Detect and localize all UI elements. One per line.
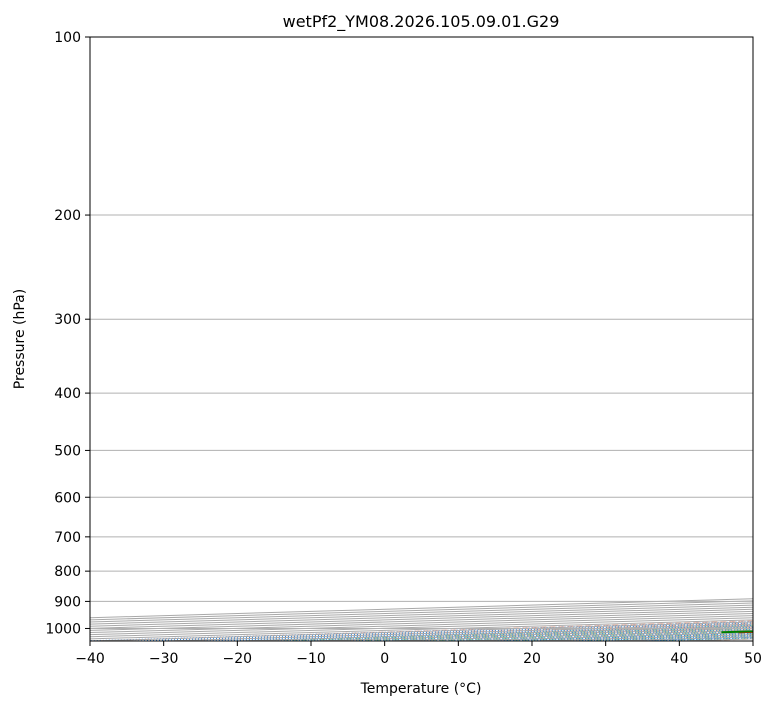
x-tick-label: −40 (75, 651, 105, 667)
profile-lines (721, 630, 753, 634)
dry-adiabat-line (688, 638, 753, 641)
isotherm-line (237, 625, 753, 641)
moist-adiabat-line (384, 629, 753, 641)
moist-adiabat-line (421, 630, 753, 641)
moist-adiabat-line (568, 635, 753, 641)
y-tick-label: 200 (54, 208, 81, 224)
isotherm-line (90, 600, 753, 621)
x-tick-label: 50 (744, 651, 762, 667)
dry-adiabat-line (389, 629, 753, 641)
y-tick-label: 700 (54, 530, 81, 546)
temperature-profile-line (738, 630, 753, 634)
isotherm-line (163, 623, 753, 641)
mixing-ratio-line (132, 622, 753, 641)
isotherm-line (90, 610, 753, 631)
moist-adiabat-line (310, 627, 753, 641)
isotherm-line (679, 638, 753, 641)
chart-title: wetPf2_YM08.2026.105.09.01.G29 (283, 12, 560, 32)
isotherm-line (90, 606, 753, 627)
dry-adiabat-line (239, 624, 753, 641)
pressure-grid (90, 37, 753, 629)
y-tick-label: 400 (54, 386, 81, 402)
x-tick-label: 40 (670, 651, 688, 667)
x-tick-label: −20 (223, 651, 253, 667)
moist-adiabat-line (642, 637, 753, 641)
y-tick-label: 600 (54, 490, 81, 506)
x-tick-label: −10 (296, 651, 326, 667)
moist-adiabat-line (274, 626, 753, 641)
isotherm-line (605, 636, 753, 641)
y-tick-label: 100 (54, 30, 81, 46)
dry-adiabat-line (613, 636, 753, 641)
x-axis-label: Temperature (°C) (360, 681, 482, 697)
x-tick-label: 30 (597, 651, 615, 667)
dewpoint-profile-line (721, 630, 753, 634)
moist-adiabat-line (531, 633, 753, 641)
x-tick-label: −30 (149, 651, 179, 667)
x-tick-label: 10 (449, 651, 467, 667)
isotherm-line (458, 632, 753, 641)
isotherm-grid (90, 598, 753, 641)
dry-adiabat-line (165, 622, 753, 641)
mixing-ratio-line (599, 635, 753, 641)
isotherm-line (90, 613, 753, 634)
isotherm-line (90, 621, 753, 641)
isotherm-line (752, 640, 753, 641)
isotherm-line (90, 617, 753, 638)
plot-frame (89, 36, 754, 642)
y-axis: 1000 900 800 700 600 500 400 300 200 100 (45, 30, 90, 637)
moist-adiabats (237, 624, 753, 641)
moist-adiabat-line (347, 628, 753, 641)
moist-adiabat-line (495, 632, 753, 641)
plot-area: 0.10.20.40.611.52346810131620253036 -100… (90, 37, 775, 641)
dry-adiabats (90, 37, 775, 641)
dry-adiabat-line (90, 620, 753, 641)
isotherm-line (90, 598, 753, 619)
y-tick-label: 500 (54, 443, 81, 459)
isotherm-line (310, 627, 753, 641)
y-tick-label: 800 (54, 564, 81, 580)
dry-adiabat-line (538, 633, 753, 641)
moist-adiabat-line (605, 636, 753, 641)
dry-adiabat-line (464, 631, 753, 641)
isotherm-line (531, 634, 753, 641)
y-axis-label: Pressure (hPa) (12, 289, 28, 389)
moist-adiabat-line (237, 624, 753, 641)
y-tick-label: 900 (54, 594, 81, 610)
x-tick-label: 20 (523, 651, 541, 667)
y-tick-label: 1000 (45, 621, 81, 637)
isotherm-line (90, 604, 753, 625)
y-tick-label: 300 (54, 312, 81, 328)
moist-adiabat-line (458, 631, 753, 641)
isotherm-line (384, 629, 753, 641)
x-axis: −40 −30 −20 −10 0 10 20 30 40 50 (75, 641, 762, 667)
isotherm-line (90, 608, 753, 629)
isotherm-line (90, 602, 753, 623)
moist-adiabat-line (679, 638, 753, 641)
mixing-ratio-line (572, 635, 753, 641)
dry-adiabat-line (763, 37, 775, 641)
isotherm-line (90, 615, 753, 636)
dry-adiabat-line (314, 627, 753, 641)
isotherm-line (90, 619, 753, 640)
x-tick-label: 0 (380, 651, 389, 667)
